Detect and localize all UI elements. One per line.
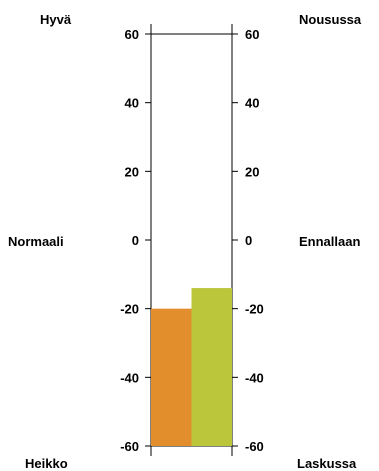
- right-tick-label: -40: [245, 370, 264, 385]
- right-tick-label: 60: [245, 27, 259, 42]
- left-tick-label: -60: [120, 439, 139, 454]
- bars: [151, 288, 232, 446]
- left-tick-label: -20: [120, 302, 139, 317]
- ticks: 60 60 40 40 20 20 0 0 -20 -20 -40 -40 -60 -60: [120, 27, 264, 454]
- right-tick-label: 40: [245, 96, 259, 111]
- right-tick-label: 20: [245, 164, 259, 179]
- right-label-bottom: Laskussa: [297, 456, 357, 471]
- left-label-middle: Normaali: [8, 234, 64, 249]
- bar-2: [191, 288, 232, 446]
- right-label-top: Nousussa: [299, 12, 362, 27]
- left-tick-label: 60: [125, 27, 139, 42]
- left-tick-label: 20: [125, 164, 139, 179]
- bar-1: [151, 308, 192, 446]
- left-tick-label: -40: [120, 370, 139, 385]
- left-label-top: Hyvä: [40, 12, 72, 27]
- left-tick-label: 40: [125, 96, 139, 111]
- right-tick-label: 0: [245, 233, 252, 248]
- right-tick-label: -20: [245, 302, 264, 317]
- left-label-bottom: Heikko: [25, 456, 68, 471]
- right-tick-label: -60: [245, 439, 264, 454]
- right-label-middle: Ennallaan: [299, 234, 361, 249]
- left-tick-label: 0: [132, 233, 139, 248]
